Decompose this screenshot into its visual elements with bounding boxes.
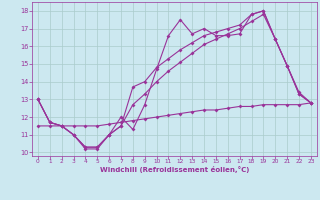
X-axis label: Windchill (Refroidissement éolien,°C): Windchill (Refroidissement éolien,°C)	[100, 166, 249, 173]
